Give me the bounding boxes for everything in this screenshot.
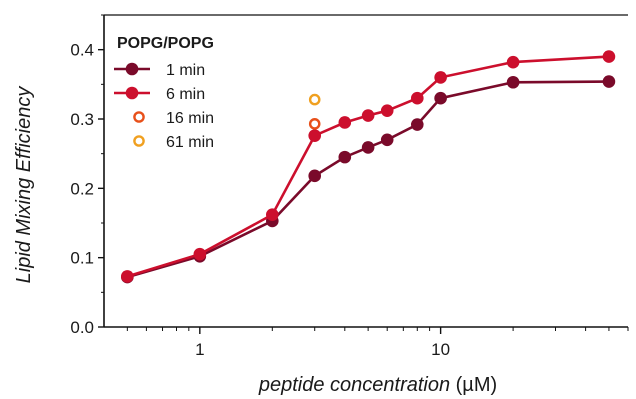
data-point	[410, 118, 424, 131]
legend-item: 1 min	[114, 62, 205, 79]
x-tick-label: 10	[431, 340, 450, 359]
legend-marker	[125, 86, 139, 100]
legend-label: 16 min	[166, 110, 214, 127]
series-layer	[121, 50, 616, 284]
y-tick-label: 0.0	[70, 318, 94, 337]
legend-marker	[133, 135, 145, 147]
data-point	[506, 75, 520, 89]
legend-marker	[133, 111, 145, 123]
data-point	[308, 169, 322, 183]
legend: POPG/POPG 1 min 6 min 16 min 61 min	[114, 35, 214, 151]
data-point-open	[308, 93, 321, 106]
y-axis-title: Lipid Mixing Efficiency	[13, 86, 35, 284]
data-point	[434, 71, 447, 84]
data-point	[506, 55, 520, 69]
data-point	[121, 270, 134, 283]
legend-marker	[125, 62, 139, 76]
data-point	[338, 116, 352, 129]
data-point	[308, 129, 322, 142]
axis-ticks: 0.0 0.1 0.2 0.3 0.4 1 10	[70, 14, 629, 359]
series-61-min	[308, 93, 321, 106]
data-point	[266, 208, 279, 221]
data-point	[338, 150, 352, 164]
data-point	[380, 133, 394, 147]
data-point	[380, 104, 394, 117]
legend-title: POPG/POPG	[117, 35, 214, 52]
legend-item: 16 min	[133, 110, 214, 127]
x-axis-title-unit: (µM)	[450, 374, 497, 396]
series-16-min	[308, 118, 321, 130]
data-point	[361, 109, 375, 122]
data-point	[602, 75, 616, 88]
y-tick-label: 0.1	[70, 249, 94, 268]
x-tick-label: 1	[195, 340, 204, 359]
plot-frame	[103, 14, 628, 328]
data-point	[602, 50, 616, 63]
data-point	[193, 247, 207, 261]
legend-label: 1 min	[166, 62, 205, 79]
y-tick-label: 0.2	[70, 179, 94, 198]
data-point	[434, 91, 447, 105]
legend-item: 6 min	[114, 86, 205, 103]
x-axis-title: peptide concentration (µM)	[258, 374, 497, 396]
data-point	[410, 91, 424, 105]
data-point	[361, 141, 375, 154]
x-axis-title-name: peptide concentration	[258, 374, 450, 396]
y-tick-label: 0.3	[70, 110, 94, 129]
data-point-open	[308, 118, 321, 130]
legend-item: 61 min	[133, 134, 214, 151]
legend-label: 61 min	[166, 134, 214, 151]
legend-label: 6 min	[166, 86, 205, 103]
series-6-min	[121, 50, 616, 283]
y-tick-label: 0.4	[70, 41, 94, 60]
